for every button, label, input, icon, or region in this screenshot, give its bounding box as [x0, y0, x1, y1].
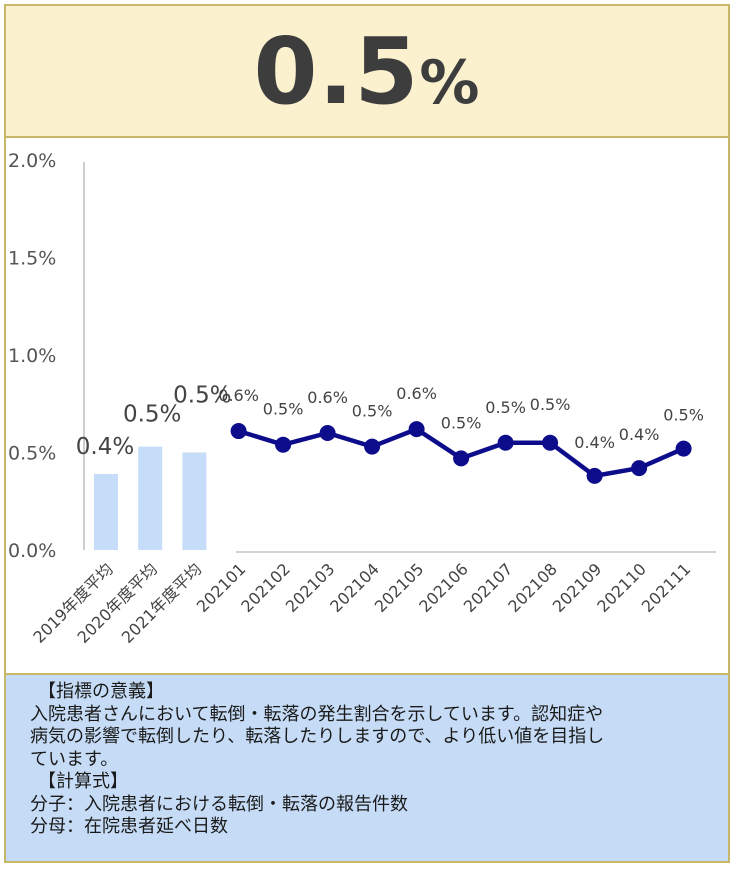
line-data-label: 0.4%: [574, 433, 615, 452]
y-tick-label: 1.5%: [8, 248, 56, 270]
line-data-label: 0.5%: [663, 406, 704, 425]
line-data-label: 0.4%: [619, 425, 660, 444]
line-data-label: 0.5%: [263, 400, 304, 419]
chart-panel: 2.0% 1.5% 1.0% 0.5% 0.0% 0.4% 0.5% 0.5% 0.6% 0.5%…: [4, 136, 730, 674]
line-point: [319, 425, 336, 441]
y-tick-label: 0.0%: [8, 540, 56, 562]
line-data-label: 0.5%: [352, 402, 393, 421]
y-tick-label: 1.0%: [8, 345, 56, 367]
line-point: [675, 440, 692, 457]
line-data-label: 0.6%: [218, 386, 259, 405]
formula-denominator: 分母：在院患者延べ日数: [30, 816, 228, 837]
bar: [94, 473, 118, 550]
line-point: [275, 436, 292, 453]
line-point: [542, 434, 559, 451]
chart: 2.0%1.5%1.0%0.5%0.0%0.4%0.5%0.5%0.6%0.5%…: [8, 150, 716, 647]
line-data-label: 0.5%: [441, 413, 482, 432]
y-tick-label: 0.5%: [8, 443, 56, 465]
bar-data-label: 0.5%: [173, 383, 231, 409]
description-panel: 【指標の意義】 入院患者さんにおいて転倒・転落の発生割合を示しています。認知症や…: [4, 673, 730, 863]
line-data-label: 0.5%: [530, 395, 571, 414]
line-point: [453, 450, 470, 467]
heading-formula: 【計算式】: [38, 771, 128, 792]
line-point: [497, 434, 514, 451]
description-line-2: 病気の影響で転倒したり、転落したりしますので、より低い値を目指し: [30, 726, 605, 747]
description-line-1: 入院患者さんにおいて転倒・転落の発生割合を示しています。認知症や: [30, 703, 604, 725]
bar-data-label: 0.5%: [123, 402, 181, 428]
line-data-label: 0.5%: [485, 398, 526, 417]
line-point: [230, 423, 247, 440]
bar: [182, 452, 207, 550]
line-point: [586, 467, 603, 484]
line-point: [364, 438, 381, 455]
line-point: [408, 421, 425, 438]
bar: [138, 446, 163, 550]
description-line-3: ています。: [30, 748, 119, 770]
headline-value: 0.5%: [253, 17, 481, 125]
line-data-label: 0.6%: [396, 384, 437, 403]
y-tick-label: 2.0%: [8, 150, 56, 172]
formula-numerator: 分子：入院患者における転倒・転落の報告件数: [30, 793, 408, 815]
line-point: [631, 460, 648, 477]
bar-data-label: 0.4%: [76, 434, 134, 460]
line-data-label: 0.6%: [307, 388, 348, 407]
x-tick-label: 202111: [638, 559, 695, 616]
heading-significance: 【指標の意義】: [38, 681, 164, 702]
headline-panel: 0.5%: [4, 4, 730, 137]
